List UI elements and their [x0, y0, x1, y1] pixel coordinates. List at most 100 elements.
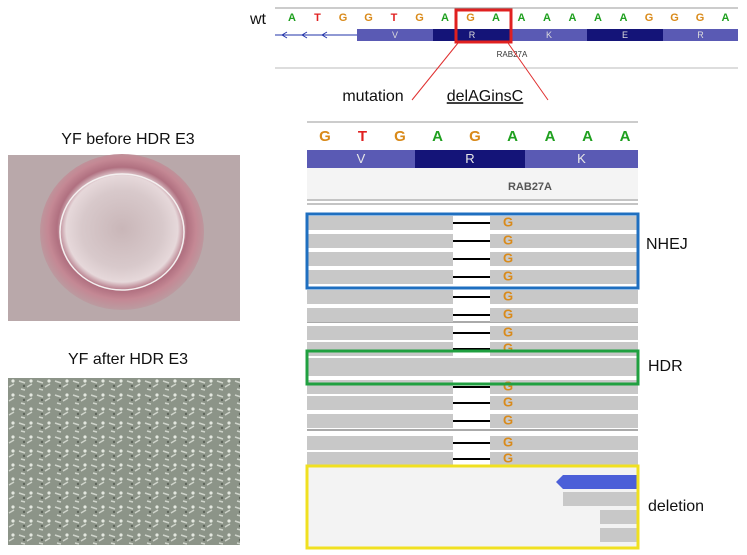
amino-acid-block [511, 29, 587, 41]
gene-track [307, 168, 638, 199]
read [600, 510, 638, 524]
amino-acid: K [577, 151, 586, 166]
read [307, 452, 453, 466]
zoom-line [507, 42, 549, 101]
amino-acid: V [357, 151, 366, 166]
base: A [582, 128, 593, 145]
nhej-label: NHEJ [646, 236, 688, 253]
base: A [620, 12, 628, 24]
amino-acid-block [663, 29, 738, 41]
image-title: YF after HDR E3 [68, 351, 188, 368]
read [490, 452, 638, 466]
base: G [670, 12, 679, 24]
zoom-line [411, 42, 459, 101]
read [307, 436, 453, 450]
read-base: G [503, 340, 513, 355]
mutation-name: delAGinsC [447, 88, 523, 105]
read [490, 326, 638, 340]
image-title: YF before HDR E3 [61, 131, 194, 148]
read-base: G [503, 268, 513, 283]
base: A [507, 128, 518, 145]
amino-acid-block [525, 150, 638, 168]
read-base: G [503, 288, 513, 303]
read-base: G [503, 378, 513, 393]
read-base: G [503, 394, 513, 409]
gene-label: RAB27A [497, 50, 528, 59]
amino-acid: E [622, 30, 628, 40]
base: T [358, 128, 367, 145]
base: G [415, 12, 424, 24]
read [307, 270, 453, 284]
read [490, 436, 638, 450]
base: G [469, 128, 481, 145]
base: A [432, 128, 443, 145]
amino-acid-block [415, 150, 525, 168]
deletion-label: deletion [648, 498, 704, 515]
read-base: G [503, 412, 513, 427]
read [490, 252, 638, 266]
base: G [364, 12, 373, 24]
read-base: G [503, 450, 513, 465]
read [307, 358, 638, 376]
nhej-box [305, 212, 640, 290]
base: A [620, 128, 631, 145]
amino-acid-block [433, 29, 511, 41]
read-arrow [556, 475, 638, 489]
amino-acid: R [469, 30, 476, 40]
hdr-label: HDR [648, 358, 683, 375]
read [490, 290, 638, 304]
base: T [314, 12, 321, 24]
base: A [722, 12, 730, 24]
colony-edge [59, 173, 185, 291]
read [490, 308, 638, 322]
read-base: G [503, 232, 513, 247]
read-base: G [503, 214, 513, 229]
base: A [288, 12, 296, 24]
micrograph-after [8, 378, 240, 545]
strand-arrows [281, 31, 328, 39]
amino-acid: R [465, 151, 474, 166]
amino-acid-block [587, 29, 663, 41]
hdr-box [305, 349, 640, 386]
base: A [492, 12, 500, 24]
amino-acid-block [307, 150, 415, 168]
read [307, 308, 453, 322]
read [490, 234, 638, 248]
read [563, 492, 638, 506]
read [307, 216, 453, 230]
base: G [466, 12, 475, 24]
read [490, 396, 638, 410]
read [307, 414, 453, 428]
highlight-box [454, 8, 513, 44]
read [307, 380, 453, 394]
read [307, 326, 453, 340]
base: A [594, 12, 602, 24]
base: G [696, 12, 705, 24]
read-base: G [503, 250, 513, 265]
read [307, 342, 453, 356]
colony [40, 154, 204, 310]
read-base: G [503, 324, 513, 339]
base: T [391, 12, 398, 24]
wt-label: wt [249, 11, 267, 28]
read [600, 528, 638, 542]
read-base: G [503, 306, 513, 321]
read [307, 252, 453, 266]
base: A [569, 12, 577, 24]
read [307, 234, 453, 248]
amino-acid: V [392, 30, 398, 40]
base: G [319, 128, 331, 145]
read [490, 270, 638, 284]
read [307, 396, 453, 410]
amino-acid-block [357, 29, 433, 41]
amino-acid: K [546, 30, 552, 40]
read [307, 290, 453, 304]
amino-acid: R [697, 30, 704, 40]
read-base: G [503, 434, 513, 449]
base: A [441, 12, 449, 24]
base: A [543, 12, 551, 24]
base: G [645, 12, 654, 24]
base: G [394, 128, 406, 145]
base: G [339, 12, 348, 24]
